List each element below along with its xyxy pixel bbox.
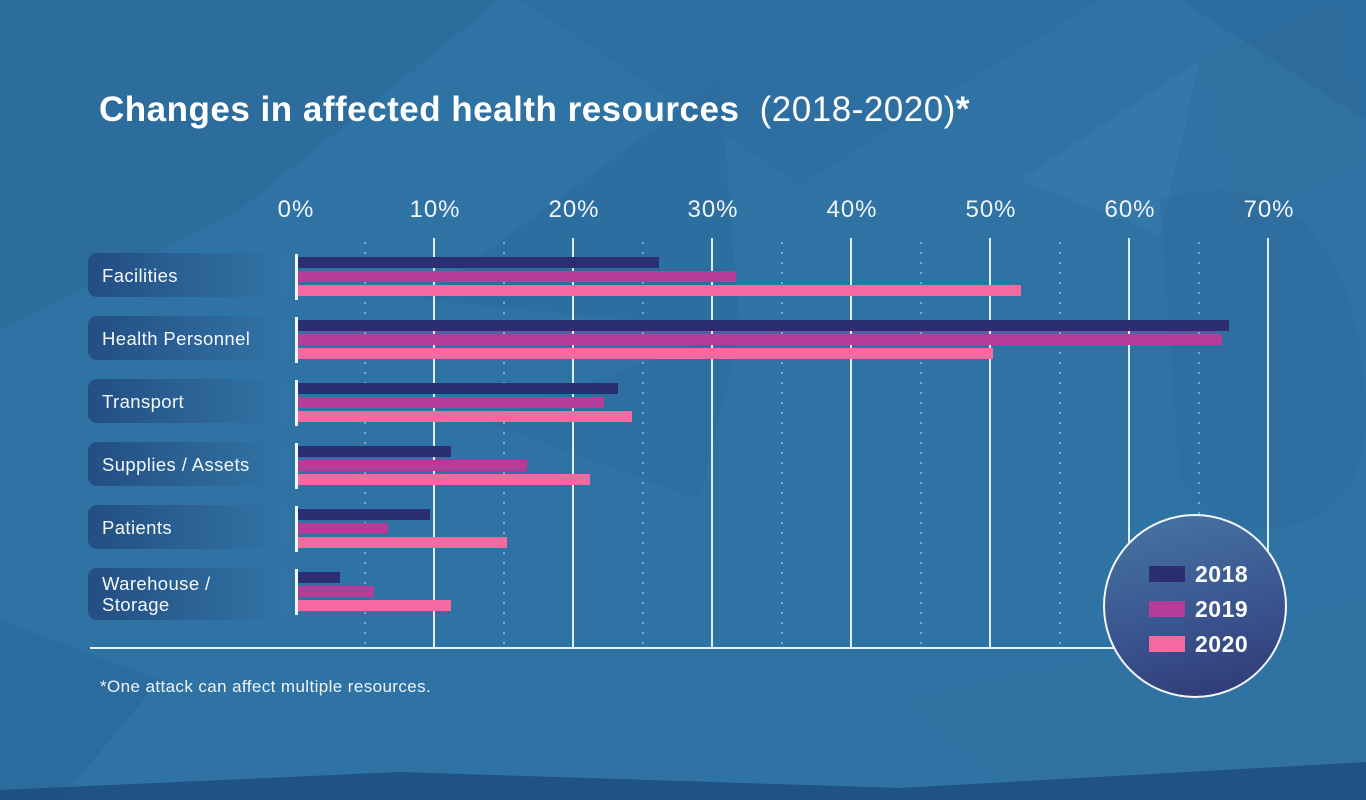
x-tick-label-50pct: 50% bbox=[965, 196, 1017, 223]
chart-title: Changes in affected health resources (20… bbox=[99, 90, 970, 130]
bar-2019-health-personnel bbox=[298, 334, 1223, 345]
x-tick-label-60pct: 60% bbox=[1104, 196, 1156, 223]
bar-2018-supplies-assets bbox=[298, 446, 451, 457]
gridline-minor-55 bbox=[1058, 242, 1061, 648]
bar-2018-health-personnel bbox=[298, 320, 1230, 331]
chart-title-asterisk: * bbox=[955, 90, 970, 129]
gridline-minor-5 bbox=[363, 242, 366, 648]
category-label-transport: Transport bbox=[88, 379, 289, 423]
x-tick-label-40pct: 40% bbox=[826, 196, 878, 223]
bar-2019-supplies-assets bbox=[298, 460, 528, 471]
legend-label-2019: 2019 bbox=[1195, 595, 1249, 622]
legend: 2018 2019 2020 bbox=[1103, 514, 1287, 698]
row-zero-axis bbox=[295, 506, 298, 552]
legend-label-2020: 2020 bbox=[1195, 630, 1249, 657]
x-tick-label-0pct: 0% bbox=[277, 196, 315, 223]
legend-item-2019: 2019 bbox=[1149, 596, 1248, 622]
bar-2020-transport bbox=[298, 411, 632, 422]
x-tick-label-70pct: 70% bbox=[1243, 196, 1295, 223]
category-label-health-personnel: Health Personnel bbox=[88, 316, 289, 360]
x-tick-label-20pct: 20% bbox=[548, 196, 600, 223]
footnote: *One attack can affect multiple resource… bbox=[100, 677, 432, 696]
gridline-minor-45 bbox=[919, 242, 922, 648]
category-label-warehouse-storage: Warehouse / Storage bbox=[88, 568, 289, 620]
chart-title-years: (2018-2020) bbox=[759, 90, 956, 129]
x-tick-label-30pct: 30% bbox=[687, 196, 739, 223]
bar-2020-warehouse-storage bbox=[298, 600, 451, 611]
row-zero-axis bbox=[295, 443, 298, 489]
bar-2019-transport bbox=[298, 397, 604, 408]
bar-2018-warehouse-storage bbox=[298, 572, 340, 583]
bar-2020-supplies-assets bbox=[298, 474, 590, 485]
chart-title-main: Changes in affected health resources bbox=[99, 90, 740, 129]
gridline-major-50 bbox=[989, 238, 991, 648]
row-zero-axis bbox=[295, 317, 298, 363]
x-axis-baseline bbox=[90, 647, 1270, 649]
gridline-major-10 bbox=[433, 238, 435, 648]
bar-2019-warehouse-storage bbox=[298, 586, 375, 597]
bar-2018-patients bbox=[298, 509, 431, 520]
gridline-minor-65 bbox=[1197, 242, 1200, 648]
bar-2018-facilities bbox=[298, 257, 660, 268]
row-zero-axis bbox=[295, 569, 298, 615]
gridline-major-60 bbox=[1128, 238, 1130, 648]
gridline-major-70 bbox=[1267, 238, 1269, 648]
row-zero-axis bbox=[295, 380, 298, 426]
gridline-major-40 bbox=[850, 238, 852, 648]
legend-item-2020: 2020 bbox=[1149, 631, 1248, 657]
legend-label-2018: 2018 bbox=[1195, 560, 1249, 587]
gridline-major-30 bbox=[711, 238, 713, 648]
bar-2020-facilities bbox=[298, 285, 1021, 296]
bar-2020-health-personnel bbox=[298, 348, 993, 359]
bar-2019-patients bbox=[298, 523, 389, 534]
row-zero-axis bbox=[295, 254, 298, 300]
bar-2018-transport bbox=[298, 383, 618, 394]
legend-item-2018: 2018 bbox=[1149, 561, 1248, 587]
gridline-major-20 bbox=[572, 238, 574, 648]
legend-swatch-2018 bbox=[1149, 566, 1185, 582]
bar-2020-patients bbox=[298, 537, 507, 548]
bar-2019-facilities bbox=[298, 271, 736, 282]
legend-swatch-2019 bbox=[1149, 601, 1185, 617]
x-tick-label-10pct: 10% bbox=[409, 196, 461, 223]
gridline-minor-15 bbox=[502, 242, 505, 648]
gridline-minor-35 bbox=[780, 242, 783, 648]
category-label-supplies-assets: Supplies / Assets bbox=[88, 442, 289, 486]
category-label-facilities: Facilities bbox=[88, 253, 289, 297]
category-label-patients: Patients bbox=[88, 505, 289, 549]
legend-swatch-2020 bbox=[1149, 636, 1185, 652]
gridline-minor-25 bbox=[641, 242, 644, 648]
